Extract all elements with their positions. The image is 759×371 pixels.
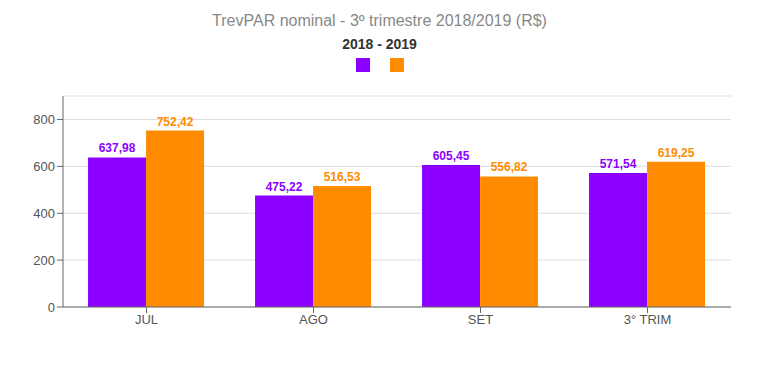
svg-text:3° TRIM: 3° TRIM <box>624 312 672 327</box>
svg-text:400: 400 <box>33 206 55 221</box>
html-text:TrevPAR nominal - 3º trimestre: TrevPAR nominal - 3º trimestre 2018/2019… <box>212 12 547 29</box>
svg-text:AGO: AGO <box>299 312 328 327</box>
html-text:2018 - 2019: 2018 - 2019 <box>342 36 417 52</box>
svg-text:619,25: 619,25 <box>658 146 695 160</box>
svg-text:0: 0 <box>48 300 55 315</box>
svg-text:605,45: 605,45 <box>433 149 470 163</box>
svg-text:JUL: JUL <box>135 312 158 327</box>
svg-text:516,53: 516,53 <box>324 170 361 184</box>
svg-text:200: 200 <box>33 253 55 268</box>
svg-text:800: 800 <box>33 112 55 127</box>
svg-text:752,42: 752,42 <box>157 115 194 129</box>
svg-text:475,22: 475,22 <box>266 180 303 194</box>
svg-text:SET: SET <box>468 312 493 327</box>
svg-text:637,98: 637,98 <box>99 141 136 155</box>
svg-text:571,54: 571,54 <box>600 157 637 171</box>
svg-text:600: 600 <box>33 159 55 174</box>
svg-text:556,82: 556,82 <box>491 160 528 174</box>
